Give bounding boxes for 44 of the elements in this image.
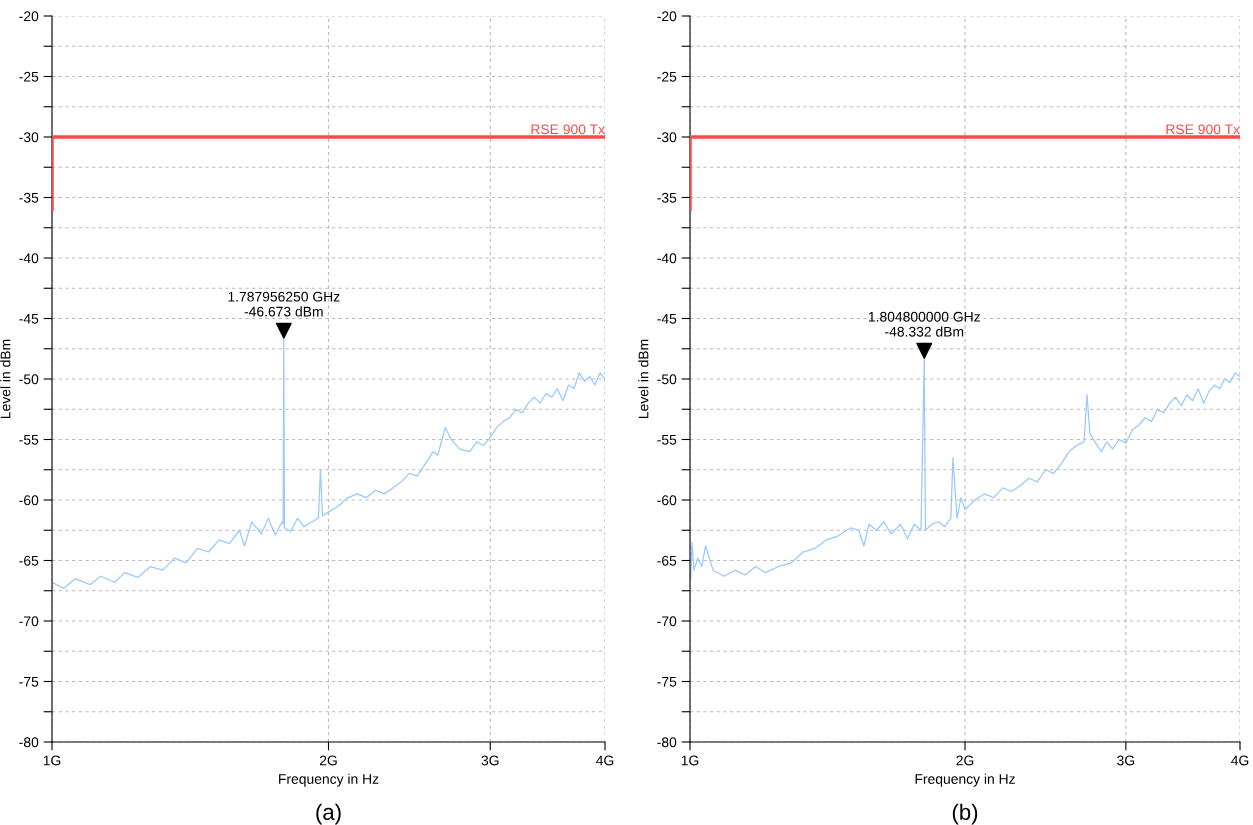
- y-tick-label: -45: [657, 313, 677, 324]
- y-tick-label: -80: [19, 737, 39, 748]
- y-tick-label: -70: [657, 616, 677, 627]
- y-tick-label: -55: [657, 434, 677, 445]
- y-tick-label: -65: [657, 555, 677, 566]
- x-tick-label: 3G: [1117, 755, 1135, 766]
- y-axis-title: Level in dBm: [0, 339, 11, 418]
- x-axis-title: Frequency in Hz: [915, 773, 1015, 787]
- x-axis-title: Frequency in Hz: [279, 773, 379, 787]
- y-tick-label: -75: [657, 676, 677, 687]
- y-tick-label: -65: [19, 555, 39, 566]
- y-tick-label: -50: [19, 374, 39, 385]
- y-tick-label: -30: [19, 132, 39, 143]
- y-tick-label: -60: [657, 495, 677, 506]
- series-label: RSE 900 Tx: [531, 124, 605, 135]
- annotation: 1.804800000 GHz -48.332 dBm: [868, 311, 980, 337]
- text: (b): [952, 803, 978, 825]
- x-tick-label: 2G: [956, 755, 974, 766]
- x-tick-label: 2G: [319, 755, 337, 766]
- text: (a): [316, 803, 341, 825]
- annotation: 1.787956250 GHz -46.673 dBm: [228, 291, 340, 317]
- y-tick-label: -20: [19, 11, 39, 22]
- y-tick-label: -35: [19, 192, 39, 203]
- y-tick-label: -40: [19, 253, 39, 264]
- y-tick-label: -20: [657, 11, 677, 22]
- y-tick-label: -45: [19, 313, 39, 324]
- y-tick-label: -70: [19, 616, 39, 627]
- y-tick-label: -40: [657, 253, 677, 264]
- y-tick-label: -30: [657, 132, 677, 143]
- x-tick-label: 3G: [481, 755, 499, 766]
- x-tick-label: 4G: [596, 755, 614, 766]
- y-tick-label: -25: [657, 71, 677, 82]
- y-tick-label: -60: [19, 495, 39, 506]
- y-tick-label: -75: [19, 676, 39, 687]
- y-tick-label: -50: [657, 374, 677, 385]
- y-tick-label: -55: [19, 434, 39, 445]
- x-tick-label: 4G: [1231, 755, 1249, 766]
- y-tick-label: -35: [657, 192, 677, 203]
- y-axis-title: Level in dBm: [638, 339, 649, 418]
- series-label: RSE 900 Tx: [1166, 124, 1240, 135]
- y-tick-label: -25: [19, 71, 39, 82]
- x-tick-label: 1G: [681, 755, 699, 766]
- x-tick-label: 1G: [43, 755, 61, 766]
- y-tick-label: -80: [657, 737, 677, 748]
